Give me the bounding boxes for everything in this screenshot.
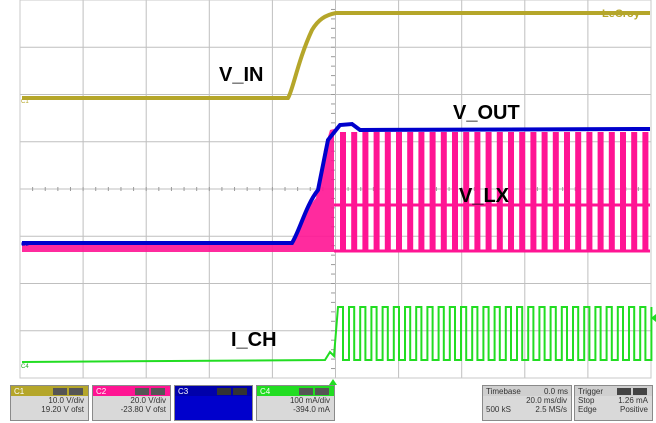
channel-offset: -394.0 mA [293,405,330,414]
channel-panel-c2[interactable]: C2 20.0 V/div -23.80 V ofst [92,385,171,421]
trace-vlx-ramp [22,129,334,252]
channel-name: C2 [96,386,107,396]
trace-vlx-pulse [418,132,425,252]
bandwidth-badge-icon [53,387,67,395]
trace-vlx-pulse [608,132,615,252]
trace-vlx-pulse [474,132,481,252]
label-vlx: V_LX [459,185,510,207]
channel-name: C4 [260,386,271,396]
channel-name: C3 [178,386,189,396]
trace-vlx-pulse [496,132,503,252]
trace-vout [22,121,651,245]
trigger-level: 1.26 mA [618,396,648,405]
timebase-samples: 500 kS [486,405,511,414]
trigger-label: Trigger [578,386,604,396]
channel-vdiv: 10.0 V/div [48,396,84,405]
trace-vlx-pulse [508,132,514,252]
trace-vin [22,11,650,100]
bandwidth-badge-icon [299,387,313,395]
trace-vlx-pulse [463,132,470,252]
label-vout: V_OUT [453,102,520,124]
channel-offset: 19.20 V ofst [41,405,84,414]
timebase-tdiv: 20.0 ms/div [526,396,567,405]
trace-vlx-pulse [340,132,346,252]
channel-name: C1 [14,386,25,396]
trace-vlx-pulse [631,132,638,252]
label-ich: I_CH [231,329,277,351]
trigger-mode: Stop [578,396,595,405]
trace-vlx-pulse [575,132,582,252]
channel-vdiv: 100 mA/div [289,396,330,405]
timebase-label: Timebase [486,386,521,396]
grid-frame [19,0,652,379]
c4-marker: C4 [21,364,29,370]
timebase-delay: 0.0 ms [543,386,568,396]
trace-vlx-pulse [642,132,649,252]
trace-vlx-pulse [530,132,537,252]
channel-offset: -23.80 V ofst [120,405,166,414]
coupling-badge-icon [315,387,329,395]
trigger-source-badge-icon [617,387,631,395]
trigger-position-icon [329,379,337,385]
trace-vlx-pulse [452,132,458,252]
trigger-type: Edge [578,405,597,414]
trace-vlx-pulse [384,132,391,252]
bandwidth-badge-icon [217,387,231,395]
waveforms [21,11,653,363]
trace-vlx-pulse [552,132,559,252]
channel-panel-c1[interactable]: C1 10.0 V/div 19.20 V ofst [10,385,89,421]
trace-vlx-pulse [351,132,358,252]
coupling-badge-icon [233,387,247,395]
channel-vdiv: 20.0 V/div [130,396,166,405]
trace-vlx-pulse [586,132,593,252]
trace-vlx-pulse [620,132,626,252]
trace-vlx-pulse [440,132,447,252]
c2-marker: C2 [21,242,29,248]
brand-logo: LeCroy [602,8,641,20]
bandwidth-badge-icon [135,387,149,395]
trigger-coupling-badge-icon [633,387,647,395]
channel-panel-c3[interactable]: C3 [174,385,253,421]
channel-panel-c4[interactable]: C4 100 mA/div -394.0 mA [256,385,335,421]
coupling-badge-icon [151,387,165,395]
trace-vlx-pulse [564,132,570,252]
trace-vlx-pulse [519,132,526,252]
timebase-rate: 2.5 MS/s [535,405,567,414]
trace-vlx-pulse [396,132,402,252]
grid [19,0,652,379]
trigger-slope: Positive [619,405,648,414]
trigger-level-icon [651,314,656,322]
label-vin: V_IN [219,64,263,86]
timebase-panel[interactable]: Timebase 0.0 ms 20.0 ms/div 500 kS 2.5 MS/… [482,385,572,421]
trace-vlx-pulse [407,132,414,252]
trace-vlx-pulse [485,132,492,252]
trace-vlx-pulse [541,132,548,252]
c1-marker: C1 [21,99,29,105]
trace-vlx-pulse [373,132,380,252]
trace-vlx-pulse [362,132,369,252]
trace-vlx-pulse [429,132,436,252]
coupling-badge-icon [69,387,83,395]
trigger-panel[interactable]: Trigger Stop 1.26 mA Edge Positive [574,385,653,421]
trace-vlx-pulse [597,132,604,252]
trace-ich [21,306,653,363]
